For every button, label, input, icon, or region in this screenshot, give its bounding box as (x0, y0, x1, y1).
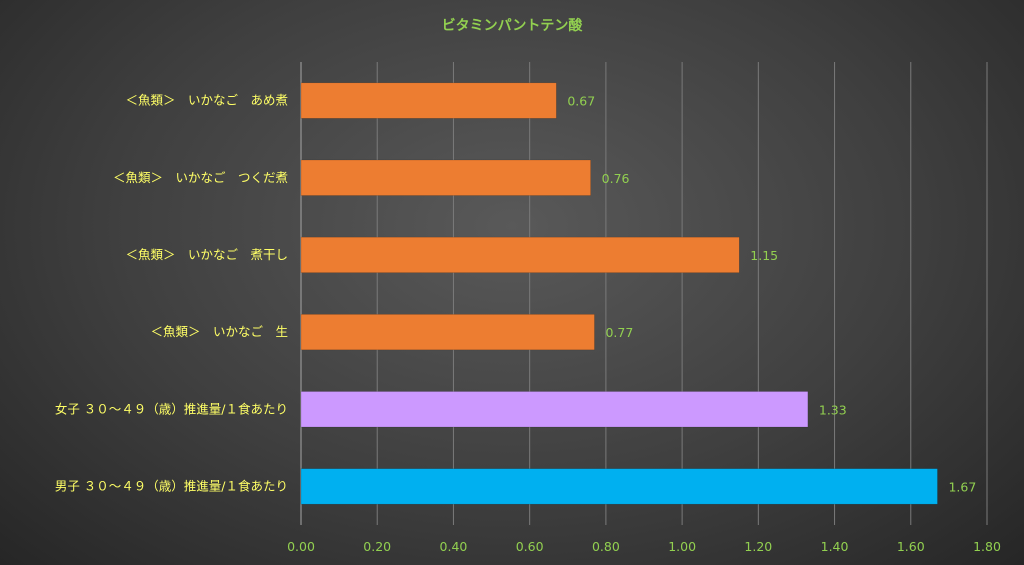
data-labels: 0.67 0.76 1.15 0.77 1.33 1.67 (567, 94, 976, 495)
x-tick-label: 0.40 (440, 539, 468, 554)
x-tick-label: 1.20 (744, 539, 772, 554)
x-tick-label: 1.00 (668, 539, 696, 554)
bar (300, 391, 809, 428)
category-label: ＜魚類＞ いかなご つくだ煮 (113, 170, 288, 185)
bar (300, 82, 557, 119)
x-tick-label: 0.80 (592, 539, 620, 554)
data-label: 1.67 (948, 479, 976, 494)
x-tick-label: 1.60 (897, 539, 925, 554)
bar (300, 236, 740, 273)
x-tick-label: 0.00 (287, 539, 315, 554)
bar (300, 314, 595, 351)
bar (300, 468, 938, 505)
chart-title: ビタミンパントテン酸 (442, 17, 584, 34)
category-label: ＜魚類＞ いかなご 生 (150, 324, 288, 339)
x-tick-label: 0.20 (363, 539, 391, 554)
x-tick-label: 1.80 (973, 539, 1001, 554)
x-tick-labels: 0.00 0.20 0.40 0.60 0.80 1.00 1.20 1.40 1.60 1.80 (287, 539, 1001, 554)
data-label: 1.33 (819, 402, 847, 417)
category-labels: ＜魚類＞ いかなご あめ煮 ＜魚類＞ いかなご つくだ煮 ＜魚類＞ いかなご 煮干し… (55, 93, 288, 494)
gridlines (300, 62, 988, 525)
data-label: 0.67 (567, 94, 595, 109)
x-tick-label: 0.60 (516, 539, 544, 554)
category-label: ＜魚類＞ いかなご 煮干し (125, 247, 288, 262)
data-label: 0.76 (602, 171, 630, 186)
bar (300, 159, 591, 196)
data-label: 0.77 (605, 325, 633, 340)
data-label: 1.15 (750, 248, 778, 263)
category-label: 女子 ３０～４９（歳）推進量/１食あたり (55, 401, 288, 416)
bars (300, 82, 938, 505)
x-tick-label: 1.40 (821, 539, 849, 554)
category-label: ＜魚類＞ いかなご あめ煮 (125, 93, 288, 108)
category-label: 男子 ３０～４９（歳）推進量/１食あたり (55, 478, 288, 493)
